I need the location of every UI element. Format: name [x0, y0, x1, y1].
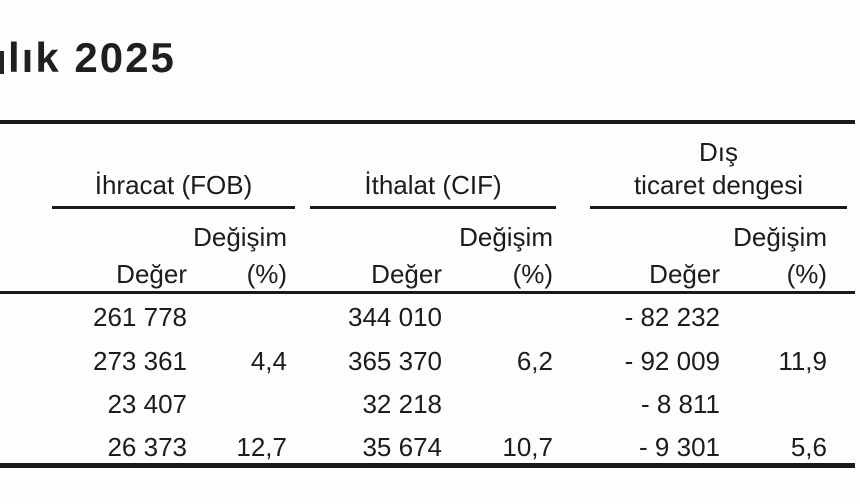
- group-label-line2: ticaret dengesi: [633, 170, 804, 200]
- table-row: 23 407 32 218 - 8 811: [0, 389, 860, 419]
- value-header-exports: Değer: [116, 259, 187, 289]
- balance-value: - 8 811: [640, 389, 720, 419]
- change-header-balance: Değişim: [733, 222, 827, 252]
- balance-value: - 9 301: [639, 432, 720, 462]
- imports-value: 365 370: [348, 346, 442, 376]
- table-header-rule: [0, 291, 855, 294]
- imports-value: 344 010: [348, 302, 442, 332]
- change-header-exports: Değişim: [193, 222, 287, 252]
- exports-value: 26 373: [107, 432, 187, 462]
- percent-header-imports: (%): [512, 259, 553, 289]
- subheader-change-row: Değişim Değişim Değişim: [0, 222, 860, 252]
- column-group-trade-balance: Dış ticaret dengesi: [590, 128, 847, 209]
- balance-change: 11,9: [778, 346, 827, 376]
- change-header-imports: Değişim: [459, 222, 553, 252]
- percent-header-exports: (%): [246, 259, 287, 289]
- subheader-value-percent-row: Değer (%) Değer (%) Değer (%): [0, 259, 860, 289]
- table-row: 26 373 12,7 35 674 10,7 - 9 301 5,6: [0, 432, 860, 462]
- exports-value: 273 361: [93, 346, 187, 376]
- percent-header-balance: (%): [786, 259, 827, 289]
- table-top-rule: [0, 120, 855, 124]
- balance-value: - 92 009: [624, 346, 720, 376]
- clipped-letter-fragment: [0, 51, 4, 74]
- group-label-line1: Dış: [699, 137, 738, 167]
- imports-change: 6,2: [516, 346, 553, 376]
- imports-value: 32 218: [362, 389, 442, 419]
- balance-change: 5,6: [790, 432, 827, 462]
- value-header-balance: Değer: [649, 259, 720, 289]
- column-group-exports-fob: İhracat (FOB): [52, 128, 295, 209]
- group-label-line2: İhracat (FOB): [94, 170, 253, 200]
- exports-change: 4,4: [250, 346, 287, 376]
- page-title: lık 2025: [8, 34, 176, 81]
- table-row: 273 361 4,4 365 370 6,2 - 92 009 11,9: [0, 346, 860, 376]
- group-label-line2: İthalat (CIF): [364, 170, 502, 200]
- imports-value: 35 674: [362, 432, 442, 462]
- column-group-imports-cif: İthalat (CIF): [310, 128, 556, 209]
- exports-value: 23 407: [107, 389, 187, 419]
- exports-change: 12,7: [236, 432, 287, 462]
- balance-value: - 82 232: [624, 302, 720, 332]
- exports-value: 261 778: [93, 302, 187, 332]
- table-row: 261 778 344 010 - 82 232: [0, 302, 860, 332]
- table-bottom-rule: [0, 463, 855, 468]
- imports-change: 10,7: [502, 432, 553, 462]
- value-header-imports: Değer: [371, 259, 442, 289]
